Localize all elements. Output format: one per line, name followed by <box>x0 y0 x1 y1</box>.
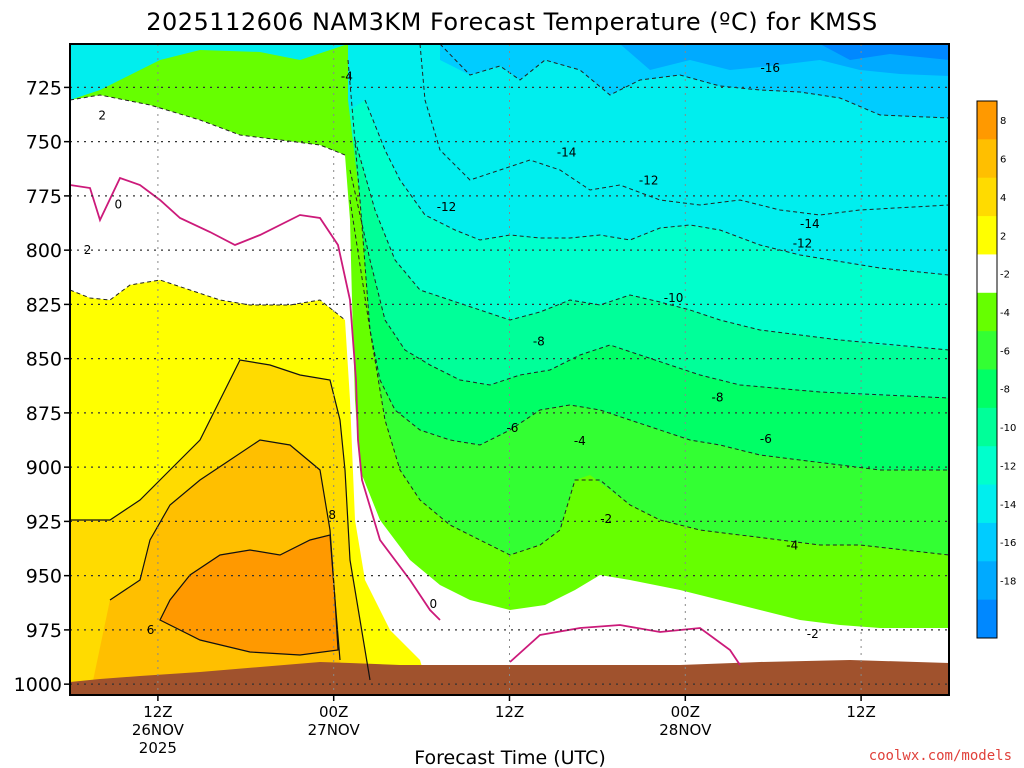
contour-label: -2 <box>600 512 612 526</box>
colorbar-swatch <box>977 599 997 639</box>
freezing-line <box>70 176 741 666</box>
colorbar-swatch <box>977 446 997 486</box>
colorbar-tick-label: 8 <box>1000 116 1006 127</box>
contour-label: -6 <box>506 421 518 435</box>
isotherms-negative <box>70 44 949 556</box>
y-tick-label: 750 <box>26 132 62 154</box>
colorbar: 8 6 4 2 -2 -4 -6 -8 -10 -12 -14 -16 -18 <box>976 100 1016 639</box>
y-tick-label: 775 <box>26 186 62 208</box>
y-tick-label: 875 <box>26 403 62 425</box>
colorbar-tick-label: 6 <box>1000 155 1006 166</box>
colorbar-tick-label: 4 <box>1000 193 1006 204</box>
colorbar-tick-label: -8 <box>1000 385 1010 396</box>
colorbar-tick-label: -6 <box>1000 346 1010 357</box>
band-minus-16 <box>440 44 949 118</box>
contour-label: 8 <box>328 508 336 522</box>
contour-label: -14 <box>557 146 577 160</box>
colorbar-swatch <box>977 139 997 179</box>
contour-label: -2 <box>807 627 819 641</box>
contour-label: -12 <box>437 200 457 214</box>
terrain <box>70 660 949 695</box>
colorbar-swatch <box>977 177 997 217</box>
isotherm-plus-8 <box>159 534 339 656</box>
x-tick-label: 12Z <box>495 703 524 721</box>
chart-title: 2025112606 NAM3KM Forecast Temperature (… <box>146 8 878 36</box>
y-tick-label: 900 <box>26 457 62 479</box>
y-tick-label: 1000 <box>14 674 62 696</box>
isotherms-positive <box>70 359 371 681</box>
contour-label: -4 <box>574 434 586 448</box>
colorbar-swatch <box>977 407 997 447</box>
x-tick-date: 27NOV <box>308 721 361 739</box>
y-tick-label: 850 <box>26 349 62 371</box>
band-minus-20 <box>820 44 949 60</box>
isotherm-h <box>70 94 346 156</box>
contour-label: 0 <box>115 198 123 212</box>
contour-label: -8 <box>712 391 724 405</box>
colorbar-tick-label: -14 <box>1000 500 1016 511</box>
isotherm-c <box>349 169 949 399</box>
isotherm-f <box>419 44 949 216</box>
y-axis-ticks: 725 750 775 800 825 850 875 900 925 950 975 1000 <box>14 77 70 696</box>
contour-label: -4 <box>341 70 353 84</box>
temperature-field <box>70 44 949 695</box>
colorbar-swatch <box>977 101 997 140</box>
isotherm-plus-4 <box>70 359 371 681</box>
colorbar-swatch <box>977 254 997 294</box>
freezing-line-lower <box>509 624 741 666</box>
colorbar-swatch <box>977 522 997 562</box>
y-tick-label: 975 <box>26 620 62 642</box>
colorbar-tick-label: -2 <box>1000 270 1010 281</box>
contour-label: -6 <box>760 432 772 446</box>
contour-label: 6 <box>147 623 155 637</box>
colorbar-swatch <box>977 216 997 255</box>
colorbar-tick-label: 2 <box>1000 231 1006 242</box>
colorbar-tick-label: -16 <box>1000 538 1016 549</box>
credit-text: coolwx.com/models <box>869 748 1012 764</box>
x-tick-label: 00Z <box>319 703 348 721</box>
isotherm-e <box>364 99 949 276</box>
colorbar-frame <box>976 100 998 639</box>
contour-label: 2 <box>84 243 92 257</box>
isotherm-g <box>439 44 949 119</box>
colorbar-swatch <box>977 369 997 409</box>
contour-label: -8 <box>533 334 545 348</box>
colorbar-tick-label: -12 <box>1000 461 1016 472</box>
x-axis-label: Forecast Time (UTC) <box>414 747 605 768</box>
contour-label: -16 <box>760 61 780 75</box>
x-tick-year: 2025 <box>139 739 177 757</box>
contour-labels: -16 -4 2 -14 -12 -14 0 -12 2 -12 -10 -8 -8 -6 -6 -4 -2 8 -… <box>84 61 820 641</box>
band-plus-8 <box>160 535 338 655</box>
contour-label: -12 <box>639 174 659 188</box>
x-tick-date: 28NOV <box>659 721 712 739</box>
colorbar-swatch <box>977 292 997 332</box>
x-tick-label: 00Z <box>671 703 700 721</box>
isotherm-d <box>354 139 949 351</box>
contour-label: 0 <box>429 597 437 611</box>
colorbar-swatch <box>977 484 997 524</box>
contour-label: -4 <box>786 538 798 552</box>
y-tick-label: 825 <box>26 294 62 316</box>
contour-label: 2 <box>98 109 106 123</box>
contour-label: -12 <box>793 237 813 251</box>
y-tick-label: 725 <box>26 77 62 99</box>
freezing-line-upper <box>70 176 441 621</box>
isotherm-a <box>347 59 949 556</box>
contour-label: -14 <box>800 217 820 231</box>
contour-label: -10 <box>664 291 684 305</box>
x-tick-label: 12Z <box>143 703 172 721</box>
isotherm-i <box>70 279 346 321</box>
y-tick-label: 950 <box>26 566 62 588</box>
y-tick-label: 800 <box>26 240 62 262</box>
colorbar-tick-label: -4 <box>1000 308 1010 319</box>
colorbar-swatch <box>977 561 997 601</box>
x-tick-label: 12Z <box>846 703 875 721</box>
colorbar-tick-label: -18 <box>1000 576 1016 587</box>
colorbar-swatch <box>977 331 997 370</box>
x-tick-date: 26NOV <box>132 721 185 739</box>
colorbar-tick-label: -10 <box>1000 423 1016 434</box>
y-tick-label: 925 <box>26 511 62 533</box>
